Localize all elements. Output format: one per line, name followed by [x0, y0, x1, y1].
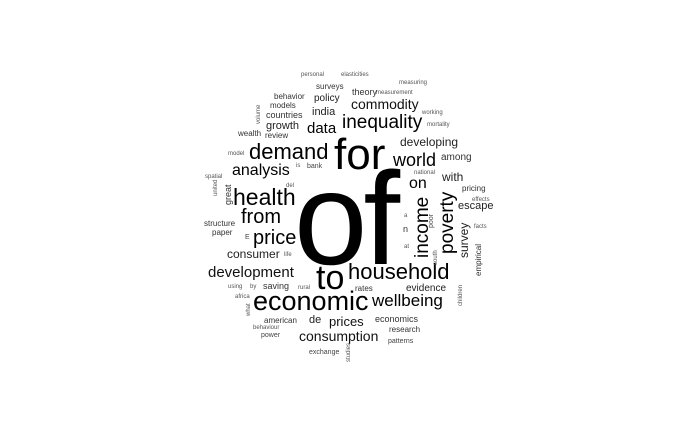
word-measuring: measuring: [399, 80, 428, 86]
word-growth: growth: [266, 120, 300, 132]
word-a: a: [404, 213, 408, 219]
word-by: by: [250, 284, 257, 290]
word-price: price: [253, 227, 297, 249]
word-american: american: [264, 316, 297, 325]
word-life: life: [284, 252, 292, 258]
word-poverty: poverty: [437, 191, 458, 254]
word-economic: economic: [253, 286, 369, 316]
word-behaviour: behaviour: [253, 325, 280, 331]
word-among: among: [441, 152, 472, 163]
word-volume: volume: [256, 104, 262, 124]
word-africa: africa: [235, 294, 250, 300]
word-united: united: [213, 179, 219, 196]
word-rates: rates: [355, 284, 373, 293]
word-what: what: [246, 303, 252, 316]
word-commodity: commodity: [351, 96, 419, 112]
word-demand: demand: [249, 139, 329, 164]
word-india: india: [312, 106, 336, 118]
word-at: at: [404, 244, 410, 250]
word-rural: rural: [298, 285, 311, 291]
word-to: to: [316, 259, 345, 297]
word-power: power: [261, 332, 281, 339]
word-working: working: [422, 110, 443, 116]
word-saving: saving: [263, 281, 290, 291]
word-paper: paper: [212, 228, 233, 237]
word-on: on: [409, 175, 427, 192]
word-children: children: [458, 284, 464, 306]
word-structure: structure: [204, 219, 236, 228]
word-world: world: [393, 150, 437, 170]
word-income: income: [412, 196, 433, 258]
word-using: using: [228, 284, 243, 290]
word-evidence: evidence: [406, 283, 447, 294]
word-wellbeing: wellbeing: [372, 291, 443, 310]
word-escape: escape: [458, 200, 494, 212]
word-inequality: inequality: [342, 112, 423, 133]
word-data: data: [307, 120, 337, 137]
word-consumption: consumption: [299, 328, 379, 344]
word-countries: countries: [266, 110, 303, 120]
word-models: models: [270, 101, 296, 110]
word-mortality: mortality: [427, 122, 450, 128]
word-spatial: spatial: [205, 174, 223, 180]
word-review: review: [265, 131, 289, 140]
word-n: n: [403, 224, 409, 234]
word-wealth: wealth: [238, 129, 262, 138]
word-national: national: [414, 170, 436, 176]
word-is: is: [296, 163, 301, 169]
word-development: development: [208, 264, 294, 281]
word-del: del: [286, 183, 295, 189]
word-theory: theory: [352, 87, 378, 97]
word-facts: facts: [474, 224, 487, 230]
word-exchange: exchange: [309, 349, 340, 356]
word-patterns: patterns: [388, 338, 414, 345]
word-bank: bank: [307, 163, 323, 170]
word-policy: policy: [314, 93, 340, 104]
word-surveys: surveys: [316, 82, 344, 91]
word-health: health: [233, 184, 296, 210]
word-E: E: [245, 234, 250, 241]
word-survey: survey: [457, 222, 471, 258]
word-model: model: [228, 151, 245, 157]
word-with: with: [442, 170, 464, 184]
word-consumer: consumer: [227, 247, 280, 261]
word-elasticities: elasticities: [341, 72, 369, 78]
word-analysis: analysis: [232, 162, 290, 179]
word-economics: economics: [375, 314, 419, 324]
word-empirical: empirical: [474, 243, 483, 276]
word-research: research: [389, 325, 421, 334]
word-prices: prices: [329, 314, 364, 329]
word-of: of: [294, 145, 400, 292]
word-de: de: [309, 314, 322, 326]
word-developing: developing: [400, 135, 459, 149]
word-studies: studies: [346, 342, 352, 362]
word-household: household: [348, 259, 450, 284]
word-effects: effects: [472, 197, 490, 203]
word-personal: personal: [301, 72, 325, 78]
word-behavior: behavior: [274, 92, 305, 101]
word-great: great: [223, 184, 233, 205]
word-measurement: measurement: [376, 90, 413, 96]
word-for: for: [334, 130, 386, 179]
word-from: from: [241, 206, 281, 228]
word-pricing: pricing: [462, 184, 486, 193]
